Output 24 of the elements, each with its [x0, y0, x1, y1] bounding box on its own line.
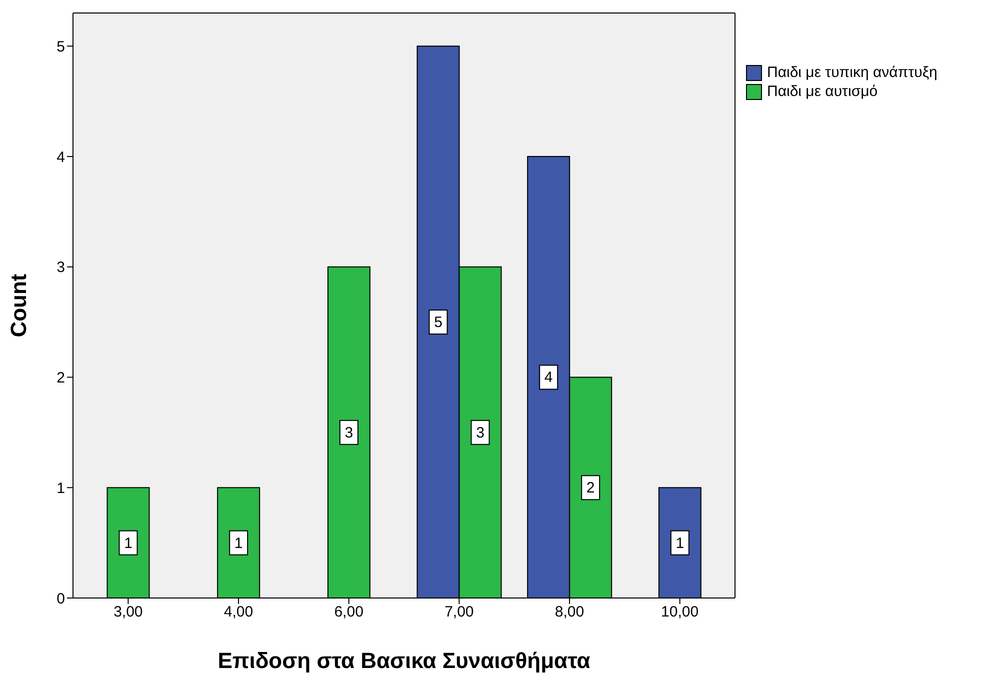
y-tick-label: 2: [56, 370, 65, 387]
x-tick-label: 8,00: [554, 604, 584, 621]
y-tick-label: 0: [56, 590, 65, 608]
data-label: 3: [476, 424, 484, 442]
x-tick-label: 4,00: [224, 604, 254, 621]
data-label: 1: [124, 534, 132, 552]
data-label: 4: [544, 369, 553, 386]
legend-label: Παιδι με αυτισμό: [767, 83, 878, 100]
x-tick-label: 7,00: [444, 604, 474, 621]
x-tick-label: 6,00: [334, 604, 364, 621]
x-axis-title: Επιδοση στα Βασικα Συναισθήματα: [218, 648, 591, 673]
y-tick-label: 4: [56, 148, 65, 166]
y-tick-label: 5: [56, 38, 65, 56]
legend-label: Παιδι με τυπικη ανάπτυξη: [767, 64, 938, 81]
x-tick-label: 3,00: [114, 604, 143, 621]
data-label: 1: [234, 534, 243, 552]
data-label: 5: [434, 314, 442, 332]
y-tick-label: 1: [56, 480, 65, 497]
y-axis-title: Count: [6, 273, 31, 338]
data-label: 2: [586, 480, 595, 497]
y-tick-label: 3: [56, 259, 65, 276]
data-label: 3: [344, 424, 354, 442]
data-label: 1: [676, 534, 684, 552]
x-tick-label: 10,00: [661, 604, 699, 621]
